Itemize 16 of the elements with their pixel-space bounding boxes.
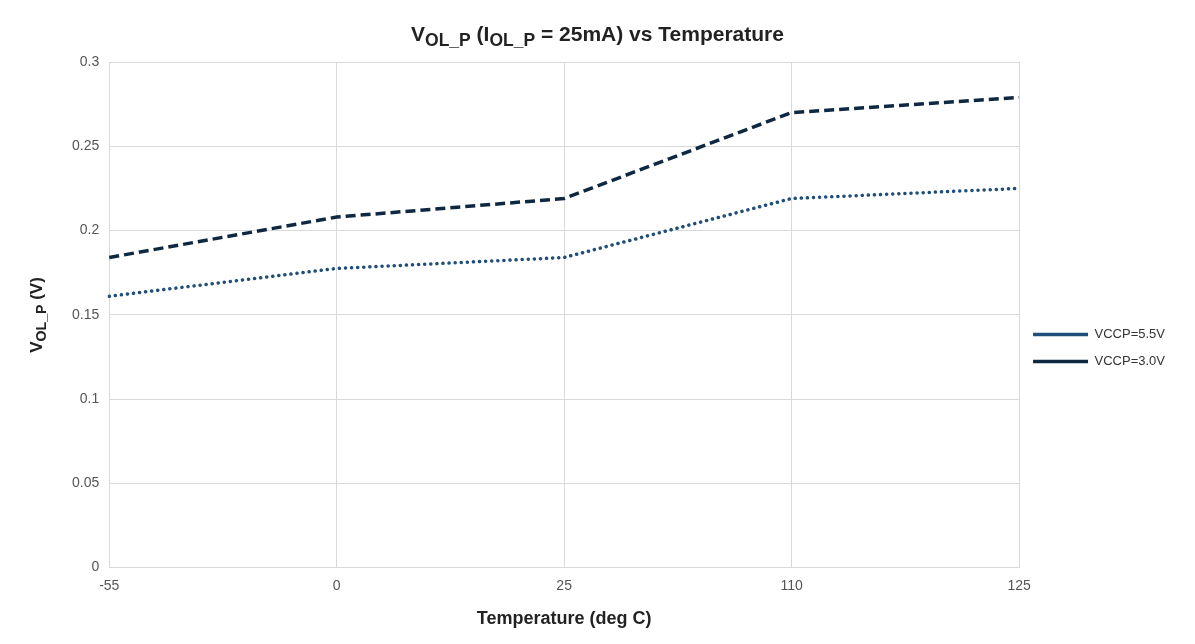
y-tick-label: 0.25 <box>72 137 100 154</box>
legend-label: VCCP=3.0V <box>1094 353 1166 369</box>
x-tick-label: 25 <box>556 576 573 593</box>
x-tick-label: 0 <box>332 576 341 593</box>
y-tick-label: 0.05 <box>72 474 100 491</box>
y-tick-label: 0.15 <box>72 305 100 322</box>
y-tick-label: 0.3 <box>79 52 100 69</box>
y-tick-label: 0.2 <box>79 221 100 238</box>
legend-label: VCCP=5.5V <box>1094 326 1166 342</box>
x-tick-label: -55 <box>99 576 120 593</box>
y-tick-label: 0 <box>91 558 100 575</box>
x-tick-label: 110 <box>780 576 803 593</box>
chart-title: V$_{OL_P}$ (I$_{OL_P}$ = 25mA) vs Temperature <box>410 22 785 52</box>
x-tick-label: 125 <box>1007 576 1031 593</box>
y-tick-label: 0.1 <box>79 389 100 406</box>
x-axis-title: Temperature (deg C) <box>476 608 652 629</box>
